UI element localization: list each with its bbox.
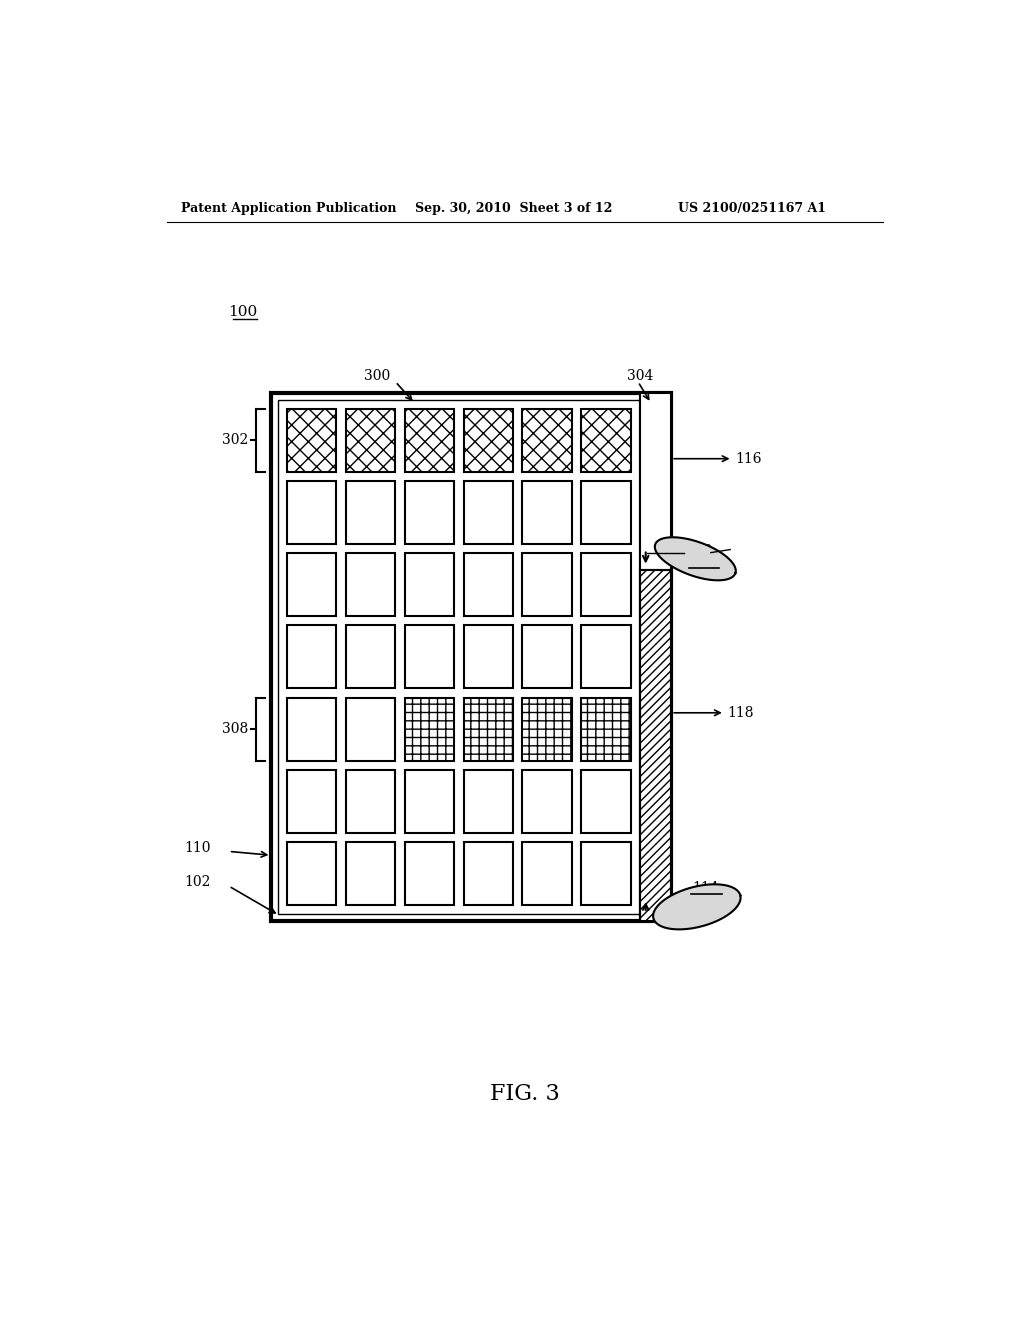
Text: 302: 302: [222, 433, 248, 447]
Text: FIG. 3: FIG. 3: [489, 1082, 560, 1105]
Bar: [404, 698, 455, 760]
Text: 300: 300: [365, 368, 390, 383]
Bar: [346, 698, 395, 760]
Bar: [522, 553, 572, 616]
Text: 310: 310: [686, 544, 713, 558]
Text: 100: 100: [228, 305, 257, 319]
Bar: [346, 553, 395, 616]
Text: 102: 102: [184, 875, 211, 890]
Bar: [640, 393, 671, 921]
Polygon shape: [654, 537, 736, 581]
Text: 118: 118: [727, 706, 754, 719]
Polygon shape: [653, 884, 740, 929]
Text: Sep. 30, 2010  Sheet 3 of 12: Sep. 30, 2010 Sheet 3 of 12: [415, 202, 612, 215]
Bar: [522, 409, 572, 471]
Bar: [404, 409, 455, 471]
Text: 110: 110: [184, 841, 211, 854]
Bar: [582, 626, 631, 689]
Bar: [346, 770, 395, 833]
Bar: [522, 626, 572, 689]
Text: 114: 114: [692, 882, 719, 895]
Bar: [464, 698, 513, 760]
Bar: [582, 770, 631, 833]
Bar: [582, 842, 631, 906]
Bar: [522, 770, 572, 833]
Bar: [404, 553, 455, 616]
Bar: [279, 400, 664, 913]
Bar: [404, 770, 455, 833]
Bar: [346, 842, 395, 906]
Bar: [404, 626, 455, 689]
Text: 312: 312: [671, 911, 697, 925]
Bar: [404, 842, 455, 906]
Bar: [464, 409, 513, 471]
Bar: [522, 842, 572, 906]
Bar: [287, 553, 337, 616]
Bar: [287, 480, 337, 544]
Text: 112: 112: [690, 557, 717, 570]
Bar: [464, 626, 513, 689]
Bar: [287, 626, 337, 689]
Bar: [640, 570, 671, 921]
Bar: [582, 553, 631, 616]
Text: 304: 304: [627, 368, 653, 383]
Bar: [287, 409, 337, 471]
Bar: [464, 842, 513, 906]
Text: Patent Application Publication: Patent Application Publication: [180, 202, 396, 215]
Bar: [346, 409, 395, 471]
Bar: [522, 480, 572, 544]
Bar: [640, 393, 671, 570]
Bar: [464, 770, 513, 833]
Bar: [287, 698, 337, 760]
Text: 308: 308: [222, 722, 248, 737]
Text: 116: 116: [735, 451, 761, 466]
Text: US 2100/0251167 A1: US 2100/0251167 A1: [678, 202, 826, 215]
Bar: [346, 480, 395, 544]
Bar: [582, 698, 631, 760]
Bar: [582, 480, 631, 544]
Bar: [464, 553, 513, 616]
Bar: [522, 698, 572, 760]
Text: 306: 306: [293, 722, 318, 737]
Bar: [404, 480, 455, 544]
Bar: [287, 770, 337, 833]
Bar: [287, 842, 337, 906]
Bar: [582, 409, 631, 471]
Bar: [464, 480, 513, 544]
Bar: [346, 626, 395, 689]
Bar: [271, 393, 671, 921]
